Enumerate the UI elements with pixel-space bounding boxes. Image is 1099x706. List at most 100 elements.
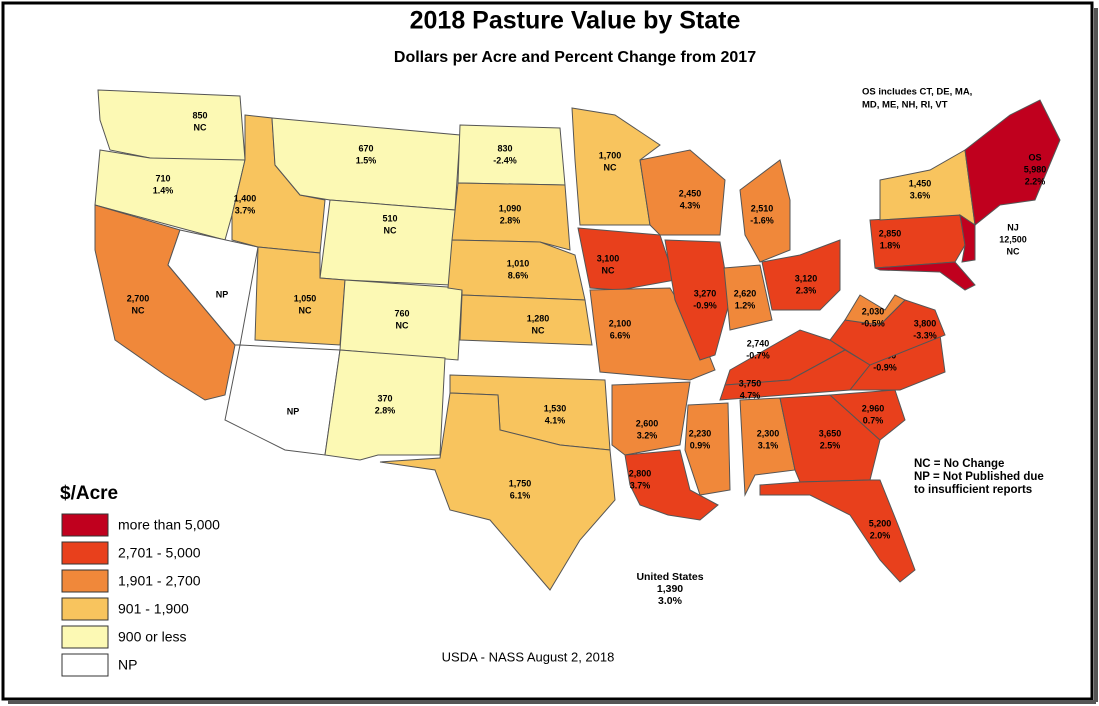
os-note: OS includes CT, DE, MA, — [862, 87, 972, 98]
state-label: NC — [299, 305, 312, 315]
state-label: -0.7% — [746, 350, 770, 360]
legend-label: 1,901 - 2,700 — [118, 573, 201, 589]
state-label: 3,750 — [739, 378, 762, 388]
state — [848, 334, 946, 391]
state — [874, 261, 976, 291]
state-label: 510 — [382, 213, 397, 223]
state-label: 2.8% — [375, 405, 396, 415]
state-label: 8.6% — [508, 270, 529, 280]
state-label: 2,960 — [862, 403, 885, 413]
state — [739, 159, 791, 263]
state-label: 3,270 — [694, 288, 717, 298]
state-label: 2.0% — [870, 530, 891, 540]
state-label: NC — [384, 225, 397, 235]
state-label: 5,980 — [1024, 164, 1047, 174]
state-label: 6.6% — [610, 330, 631, 340]
state-label: 2,600 — [636, 418, 659, 428]
state — [739, 397, 796, 497]
state — [339, 279, 463, 361]
state-label: 3,100 — [597, 253, 620, 263]
state — [379, 392, 616, 591]
state-label: 1,050 — [294, 293, 317, 303]
legend-swatch — [61, 513, 109, 537]
legend-swatch — [61, 541, 109, 565]
state-label: 4.7% — [740, 390, 761, 400]
state-label: 2,800 — [629, 468, 652, 478]
state-label: 6.1% — [510, 490, 531, 500]
us-total: United States — [636, 571, 703, 583]
state-label: NC — [396, 320, 409, 330]
state-label: 2.2% — [1025, 176, 1046, 186]
state-label: 1,010 — [507, 258, 530, 268]
state — [324, 349, 446, 461]
legend-label: 2,701 - 5,000 — [118, 545, 201, 561]
state-label: 3,800 — [914, 318, 937, 328]
state-label: 2,740 — [747, 338, 770, 348]
state — [761, 239, 841, 311]
state — [451, 182, 571, 251]
state-label: 1,400 — [234, 193, 257, 203]
state-label: 1,090 — [499, 203, 522, 213]
state-label: 4.3% — [680, 200, 701, 210]
state-label: 5,200 — [869, 518, 892, 528]
legend-label: 901 - 1,900 — [118, 601, 189, 617]
state-label: 1,450 — [909, 178, 932, 188]
state-label: 1.8% — [880, 240, 901, 250]
state-label: NJ — [1007, 222, 1019, 232]
state — [664, 239, 731, 361]
subtitle: Dollars per Acre and Percent Change from… — [394, 49, 756, 66]
state-label: 370 — [377, 393, 392, 403]
state-label: 1.4% — [153, 185, 174, 195]
state — [577, 227, 676, 291]
state-label: NC — [1007, 246, 1020, 256]
state-label: 3.7% — [235, 205, 256, 215]
state-label: 1.2% — [735, 300, 756, 310]
state — [844, 294, 906, 326]
state-label: 850 — [192, 110, 207, 120]
state-label: 2,230 — [689, 428, 712, 438]
state-label: 0.9% — [690, 440, 711, 450]
state — [959, 213, 976, 263]
title: 2018 Pasture Value by State — [410, 7, 741, 35]
us-total: 3.0% — [658, 595, 683, 607]
state-label: 3.6% — [910, 190, 931, 200]
source: USDA - NASS August 2, 2018 — [442, 649, 615, 664]
state-label: NP — [287, 406, 300, 416]
state-label: 1,280 — [527, 313, 550, 323]
state-label: 0.7% — [863, 415, 884, 425]
state-label: 2.3% — [796, 285, 817, 295]
state-label: -0.9% — [873, 362, 897, 372]
state-label: 710 — [155, 173, 170, 183]
state — [459, 294, 593, 346]
state — [723, 264, 773, 331]
state — [611, 381, 691, 456]
state-label: 2,850 — [879, 228, 902, 238]
state-label: 2,300 — [757, 428, 780, 438]
state-label: -0.5% — [861, 318, 885, 328]
key-note: NC = No Change — [914, 458, 1004, 470]
legend-label: 900 or less — [118, 629, 186, 645]
state-label: 2.5% — [820, 440, 841, 450]
state-label: 12,500 — [999, 234, 1027, 244]
state-label: NC — [604, 162, 617, 172]
state-label: 2,620 — [734, 288, 757, 298]
state — [624, 449, 719, 521]
legend-label: more than 5,000 — [118, 517, 220, 533]
state-label: OS — [1028, 152, 1041, 162]
state — [639, 149, 726, 236]
state-label: 2.8% — [500, 215, 521, 225]
state-label: 830 — [497, 143, 512, 153]
state — [828, 389, 906, 441]
key-note: NP = Not Published due — [914, 471, 1044, 483]
state-label: 760 — [394, 308, 409, 318]
legend-swatch — [61, 653, 109, 677]
key-note: to insufficient reports — [914, 484, 1032, 496]
state-label: 2,450 — [679, 188, 702, 198]
us-total: 1,390 — [657, 583, 683, 595]
state-label: 2,030 — [862, 306, 885, 316]
state — [224, 344, 341, 456]
legend-swatch — [61, 597, 109, 621]
state — [684, 402, 731, 496]
state-label: 670 — [358, 143, 373, 153]
